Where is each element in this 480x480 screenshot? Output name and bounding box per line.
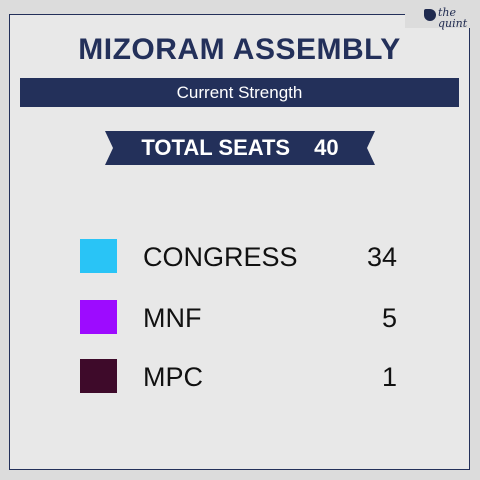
logo-line-1: the — [438, 6, 457, 19]
congress-swatch — [80, 239, 117, 273]
total-seats-value: 40 — [314, 135, 339, 160]
subtitle-bar: Current Strength — [20, 78, 459, 107]
logo-text: the quint — [438, 7, 467, 29]
party-row-congress: CONGRESS 34 — [0, 237, 480, 277]
frame-gap — [405, 6, 479, 28]
total-seats-label: TOTAL SEATS — [141, 135, 291, 160]
mnf-swatch — [80, 300, 117, 334]
subtitle: Current Strength — [176, 83, 303, 102]
party-name: MNF — [143, 303, 202, 333]
total-seats-text: TOTAL SEATS 40 — [105, 131, 375, 165]
party-seats: 1 — [381, 362, 397, 392]
party-row-mpc: MPC 1 — [0, 357, 480, 397]
party-seats: 34 — [366, 242, 397, 272]
page-title: MIZORAM ASSEMBLY — [78, 33, 401, 66]
party-name: CONGRESS — [143, 242, 298, 272]
quote-icon — [424, 9, 436, 21]
the-quint-logo: the quint — [424, 7, 474, 37]
mpc-swatch — [80, 359, 117, 393]
party-seats: 5 — [381, 303, 397, 333]
logo-line-2: quint — [438, 17, 468, 30]
total-seats-banner: TOTAL SEATS 40 — [105, 131, 375, 165]
ribbon-shape — [105, 131, 375, 165]
party-row-mnf: MNF 5 — [0, 298, 480, 338]
party-name: MPC — [143, 362, 203, 392]
